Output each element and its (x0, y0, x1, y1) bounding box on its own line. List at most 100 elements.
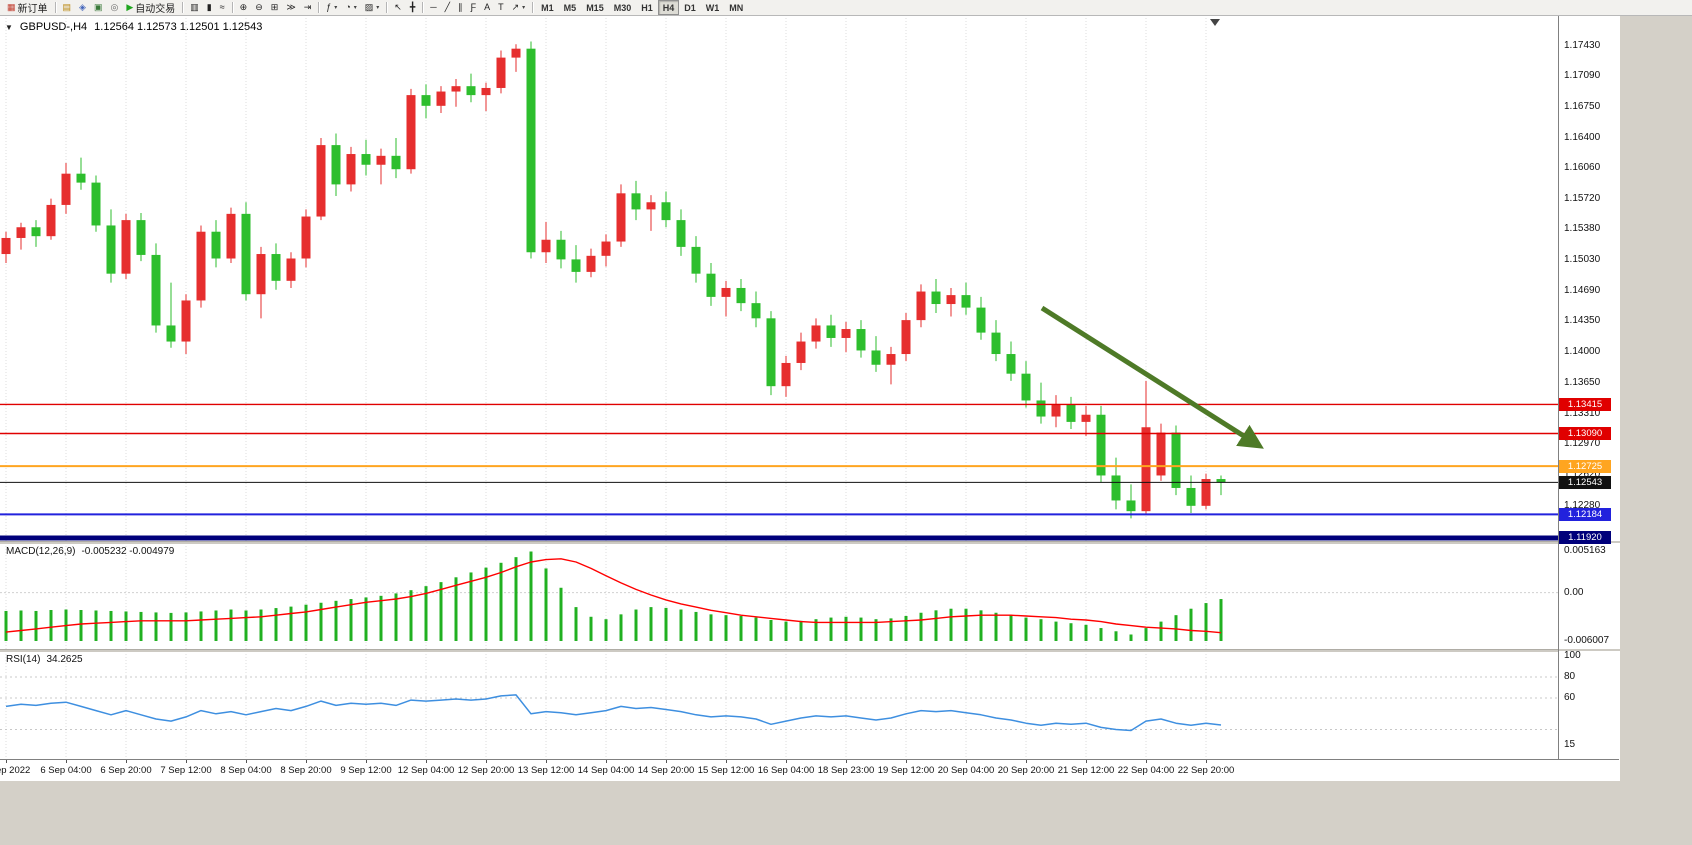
price-scale[interactable]: 1.17430 1.17090 1.16750 1.16400 1.16060 1.157… (1558, 15, 1620, 759)
chart-shift-marker[interactable] (1210, 19, 1220, 26)
auto-trading-button[interactable]: ▶ 自动交易 (122, 0, 179, 15)
cursor-button[interactable]: ↖ (390, 0, 406, 15)
zoom-in-button[interactable]: ⊕ (236, 0, 252, 15)
toolbar-separator (532, 2, 534, 13)
draw-hline-button[interactable]: ─ (426, 0, 440, 15)
price-axis-label: 1.13650 (1564, 377, 1601, 389)
macd-histogram-bar (874, 619, 878, 641)
auto-scroll-button[interactable]: ≫ (282, 0, 299, 15)
candle (76, 173, 86, 183)
timeframe-d1[interactable]: D1 (684, 2, 696, 13)
macd-histogram-bar (1129, 634, 1133, 641)
one-click-trading-arrow[interactable]: ▼ (5, 22, 13, 32)
timeframe-m30[interactable]: M30 (613, 2, 632, 13)
price-chart[interactable] (0, 15, 1558, 759)
macd-histogram-bar (1099, 628, 1103, 641)
candle (181, 300, 191, 342)
timeframe-h1[interactable]: H1 (641, 2, 653, 13)
new-order-button[interactable]: ▦ 新订单 (3, 0, 52, 15)
trend-arrow[interactable] (1040, 305, 1264, 449)
templates-button[interactable]: ▨ ▾ (361, 0, 384, 15)
navigator-button[interactable]: ▣ (90, 0, 107, 15)
window-filler-bottom (0, 781, 1692, 845)
candle (931, 291, 941, 305)
macd-histogram-bar (589, 616, 593, 641)
draw-trendline-button[interactable]: ╱ (441, 0, 454, 15)
tile-windows-button[interactable]: ⊞ (267, 0, 283, 15)
toolbar-separator (318, 2, 320, 13)
time-axis-label: 22 Sep 20:00 (1177, 765, 1235, 776)
crosshair-button[interactable]: ╋ (406, 0, 419, 15)
candle (496, 57, 506, 88)
timeframe-w1[interactable]: W1 (705, 2, 720, 13)
draw-text-button[interactable]: A (480, 0, 494, 15)
zoom-out-button[interactable]: ⊖ (251, 0, 267, 15)
market-watch-button[interactable]: ▤ (59, 0, 76, 15)
draw-channel-button[interactable]: ∥ (454, 0, 467, 15)
macd-label: MACD(12,26,9) -0.005232 -0.004979 (6, 546, 174, 557)
draw-arrows-icon: ↗ (511, 2, 520, 12)
macd-histogram-bar (289, 606, 293, 641)
candle (946, 295, 956, 305)
macd-histogram-bar (919, 612, 923, 641)
timeframe-mn[interactable]: MN (729, 2, 744, 13)
time-axis-label: 13 Sep 12:00 (517, 765, 575, 776)
price-axis-label: 1.14350 (1564, 314, 1601, 326)
macd-histogram-bar (1174, 615, 1178, 641)
terminal-button[interactable]: ◎ (106, 0, 122, 15)
indicators-button[interactable]: ƒ ▾ (322, 0, 341, 15)
chart-bars-button[interactable]: ▥ (186, 0, 203, 15)
time-tick (546, 760, 547, 763)
macd-histogram-bar (709, 614, 713, 641)
draw-arrows-button[interactable]: ↗ ▾ (508, 0, 530, 15)
candle (1186, 487, 1196, 506)
auto-trading-label: 自动交易 (135, 4, 176, 15)
time-tick (366, 760, 367, 763)
draw-fibonacci-button[interactable]: Ƒ (467, 0, 481, 15)
chart-shift-button[interactable]: ⇥ (300, 0, 316, 15)
resistance-line-2-badge: 1.13090 (1559, 426, 1611, 440)
time-axis-label: 5 Sep 2022 (0, 765, 31, 776)
templates-dropdown-icon: ▾ (376, 5, 380, 11)
macd-histogram-bar (229, 609, 233, 641)
chart-candles-button[interactable]: ▮ (203, 0, 216, 15)
candle (646, 202, 656, 210)
macd-histogram-bar (724, 615, 728, 641)
time-tick (1206, 760, 1207, 763)
macd-histogram-bar (304, 604, 308, 641)
timeframe-m5[interactable]: M5 (563, 2, 577, 13)
panel-separator-macd[interactable] (0, 541, 1619, 544)
macd-histogram-bar (499, 562, 503, 641)
candle (556, 239, 566, 260)
timeframe-m15[interactable]: M15 (586, 2, 604, 13)
macd-histogram-bar (574, 607, 578, 641)
time-scale[interactable]: 5 Sep 2022 6 Sep 04:00 6 Sep 20:00 7 Sep 12… (0, 759, 1619, 781)
rsi-title: RSI(14) (6, 654, 41, 665)
candle (211, 231, 221, 259)
time-axis-label: 16 Sep 04:00 (757, 765, 815, 776)
macd-histogram-bar (424, 586, 428, 641)
draw-label-button[interactable]: T (494, 0, 508, 15)
candle (781, 362, 791, 387)
data-window-button[interactable]: ◈ (75, 0, 90, 15)
price-axis-label: 1.14690 (1564, 284, 1601, 296)
new-order-icon: ▦ (7, 2, 16, 12)
timeframe-m1[interactable]: M1 (541, 2, 554, 13)
candle (346, 154, 356, 185)
candle (226, 213, 236, 259)
draw-fibonacci-icon: Ƒ (470, 2, 477, 12)
draw-label-icon: T (498, 2, 504, 12)
rsi-value: 34.2625 (46, 654, 83, 665)
draw-arrows-dropdown-icon: ▾ (522, 5, 526, 11)
macd-histogram-bar (394, 593, 398, 641)
periods-button[interactable]: ◔ ▾ (341, 0, 360, 15)
timeframe-h4[interactable]: H4 (657, 0, 680, 15)
time-axis-label: 12 Sep 04:00 (397, 765, 455, 776)
macd-histogram-bar (484, 567, 488, 641)
panel-separator-rsi[interactable] (0, 649, 1619, 652)
macd-histogram-bar (379, 595, 383, 641)
macd-histogram-bar (439, 582, 443, 641)
chart-line-button[interactable]: ≈ (216, 0, 229, 15)
candle (391, 155, 401, 170)
time-axis-label: 8 Sep 04:00 (220, 765, 272, 776)
